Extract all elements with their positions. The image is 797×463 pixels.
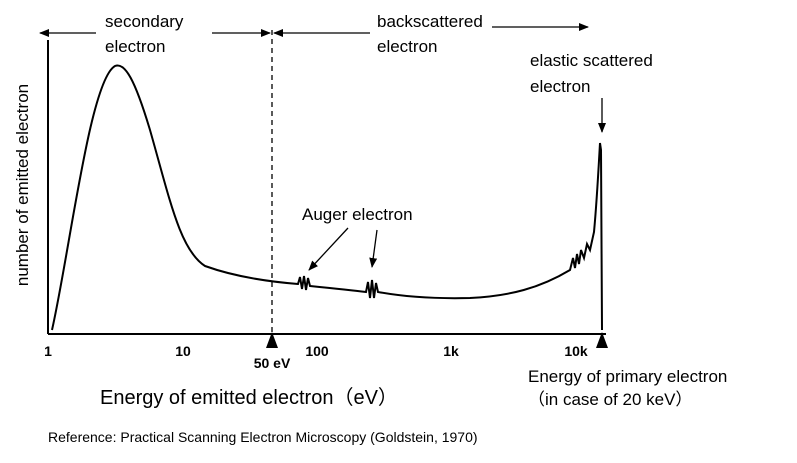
reference: Reference: Practical Scanning Electron M…: [48, 429, 478, 445]
primary-label: （in case of 20 keV）: [528, 390, 692, 409]
x-tick-label: 10k: [564, 343, 588, 359]
region-label: backscattered: [377, 12, 483, 31]
region-label: electron: [377, 37, 437, 56]
x-tick-label: 1: [44, 343, 52, 359]
arrow: [369, 229, 378, 268]
spectrum-curve: [51, 64, 603, 331]
x-axis-label: Energy of emitted electron（eV）: [100, 386, 398, 409]
x-tick-label: 1k: [443, 343, 459, 359]
primary-label: Energy of primary electron: [528, 367, 727, 386]
primary-marker: [596, 332, 608, 348]
region-label: electron: [530, 77, 590, 96]
region-label: elastic scattered: [530, 51, 653, 70]
region-label: electron: [105, 37, 165, 56]
x-tick-label: 100: [305, 343, 329, 359]
region-label: secondary: [105, 12, 184, 31]
boundary-marker: [266, 332, 278, 348]
arrow: [308, 227, 349, 271]
auger-label: Auger electron: [302, 205, 413, 224]
boundary-label: 50 eV: [254, 355, 291, 371]
y-axis-label: number of emitted electron: [13, 84, 32, 286]
x-tick-label: 10: [175, 343, 191, 359]
